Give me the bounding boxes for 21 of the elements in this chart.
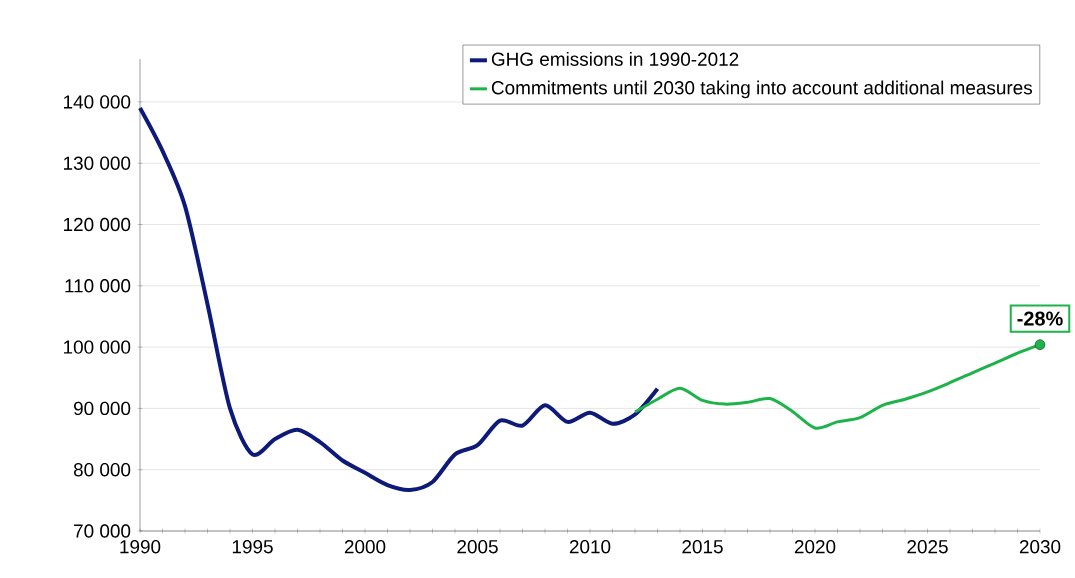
legend-label: Commitments until 2030 taking into account additional measures: [491, 80, 1033, 99]
x-tick-label: 2005: [457, 540, 498, 554]
y-tick-label: 90 000: [73, 401, 131, 416]
annotation: -28%: [1017, 311, 1063, 326]
x-tick-label: 1995: [232, 540, 273, 554]
y-tick-label: 100 000: [64, 340, 131, 354]
y-tick-label: 80 000: [73, 463, 131, 477]
y-tick-label: 110 000: [65, 279, 131, 293]
x-tick-label: 2015: [682, 540, 723, 554]
y-tick-label: 140 000: [64, 95, 131, 109]
x-tick-label: 2010: [569, 540, 611, 554]
y-tick-label: 130 000: [64, 156, 131, 170]
y-tick-label: 70 000: [74, 524, 131, 538]
line-series: [138, 106, 660, 492]
x-tick-label: 1990: [120, 540, 161, 554]
x-tick-label: 2030: [1019, 540, 1061, 554]
x-tick-label: 2020: [794, 540, 836, 554]
x-tick-label: 2025: [907, 540, 948, 554]
x-tick-label: 2000: [344, 540, 386, 554]
legend-label: GHG emissions in 1990-2012: [491, 52, 739, 66]
y-tick-label: 120 000: [64, 217, 131, 232]
